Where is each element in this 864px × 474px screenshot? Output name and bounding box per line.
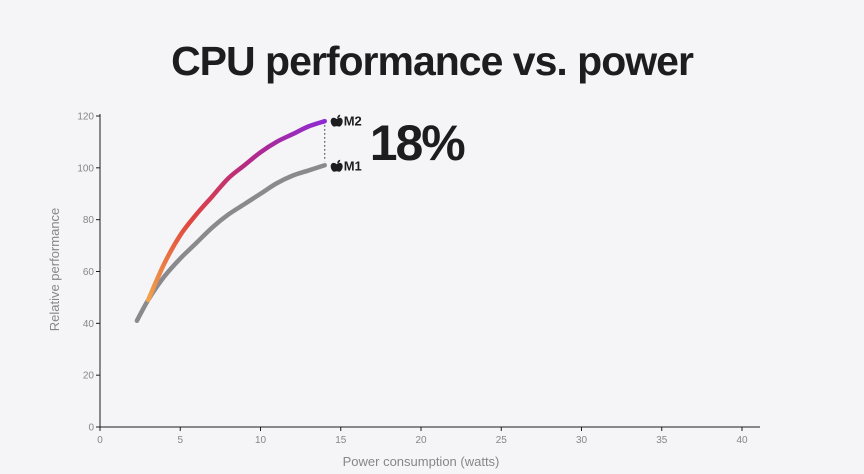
chart-title: CPU performance vs. power — [171, 38, 694, 84]
axes: 0 20 40 60 80 100 120 0 5 10 15 20 25 30 35 40 Power con… — [47, 112, 760, 469]
x-tick-label: 10 — [255, 435, 267, 446]
apple-logo-icon — [330, 159, 343, 172]
performance-delta-label: 18% — [370, 115, 466, 171]
x-axis-title: Power consumption (watts) — [343, 454, 500, 469]
x-tick-label: 35 — [656, 435, 668, 446]
series-line-m2 — [145, 118, 327, 303]
y-tick-label: 120 — [77, 112, 94, 123]
series-line-m1 — [134, 162, 327, 323]
series-label-m1: M1 — [344, 159, 362, 174]
x-tick-label: 15 — [335, 435, 347, 446]
x-tick-label: 40 — [736, 435, 748, 446]
y-tick-label: 20 — [83, 371, 95, 382]
x-tick-label: 30 — [576, 435, 588, 446]
apple-leaf — [337, 159, 341, 164]
y-tick-label: 80 — [83, 215, 95, 226]
apple-body — [330, 117, 343, 127]
apple-leaf — [337, 114, 341, 119]
y-axis-title: Relative performance — [47, 208, 62, 332]
apple-body — [330, 162, 343, 172]
y-tick-label: 100 — [77, 163, 94, 174]
series-label-m2: M2 — [344, 114, 362, 129]
x-tick-label: 25 — [496, 435, 508, 446]
x-tick-label: 20 — [415, 435, 427, 446]
x-tick-label: 5 — [177, 435, 183, 446]
x-tick-label: 0 — [97, 435, 103, 446]
labels-layer: M2 M1 18% — [330, 114, 467, 174]
y-tick-label: 40 — [83, 319, 95, 330]
y-tick-label: 60 — [83, 267, 95, 278]
y-tick-label: 0 — [88, 423, 94, 434]
apple-logo-icon — [330, 114, 343, 127]
series-layer — [134, 118, 327, 323]
